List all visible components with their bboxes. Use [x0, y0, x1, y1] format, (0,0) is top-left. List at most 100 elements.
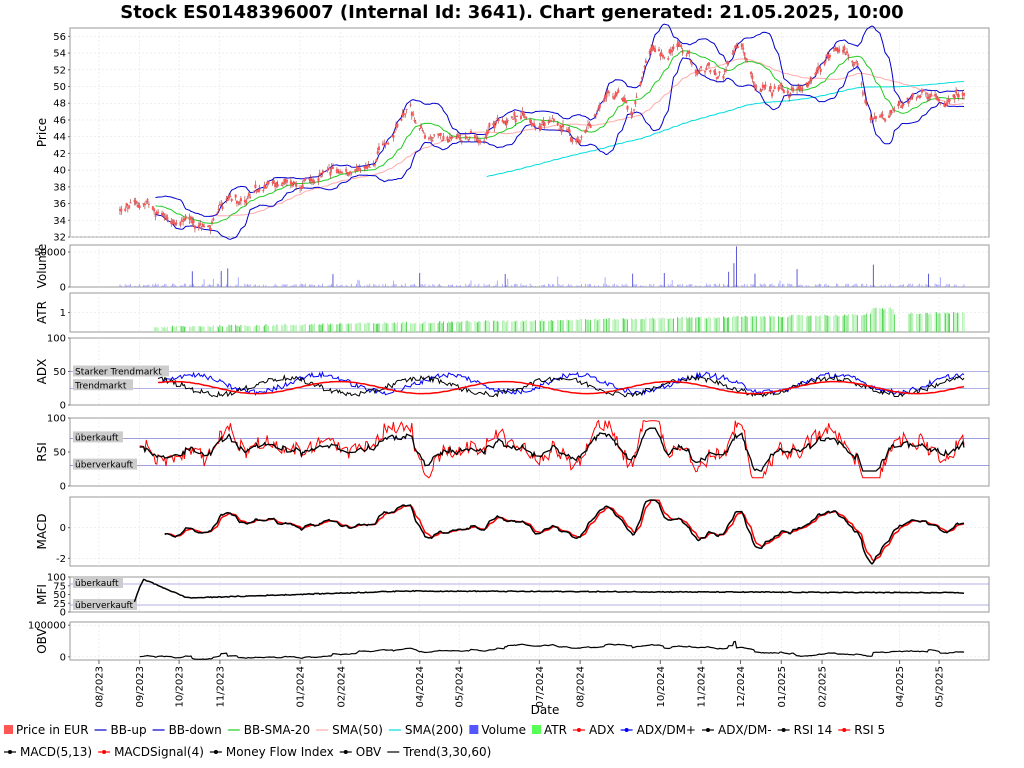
price-candle [400, 118, 403, 121]
price-candle [639, 82, 642, 86]
price-candle [493, 124, 496, 129]
price-candle [818, 66, 821, 68]
price-candle [659, 53, 662, 57]
price-candle [289, 180, 292, 185]
price-candle [926, 96, 929, 99]
x-tick-label: 09/2023 [135, 666, 146, 708]
price-candle [797, 87, 800, 89]
legend-label: OBV [356, 745, 382, 759]
price-candle [633, 109, 636, 111]
price-ytick-label: 36 [53, 199, 66, 210]
price-candle [339, 171, 342, 174]
price-ytick-label: 38 [53, 182, 66, 193]
price-candle [446, 136, 449, 140]
price-candle [522, 112, 525, 116]
price-candle [668, 49, 671, 53]
price-candle [815, 69, 818, 74]
price-candle [713, 70, 716, 73]
price-candle [930, 93, 933, 96]
price-candle [414, 122, 417, 124]
price-candle [872, 118, 875, 120]
price-candle [593, 115, 596, 117]
x-tick-label: 12/2024 [736, 666, 747, 708]
price-candle [542, 120, 545, 123]
x-tick-label: 01/2025 [777, 666, 788, 708]
price-candle [731, 53, 734, 55]
price-candle [451, 137, 454, 139]
price-candle [881, 114, 884, 117]
price-ytick-label: 48 [53, 99, 66, 110]
price-candle [589, 124, 592, 128]
price-candle [330, 166, 333, 170]
price-candle [901, 104, 904, 109]
price-candle [458, 136, 461, 139]
price-candle [512, 118, 515, 120]
price-candle [161, 212, 164, 216]
price-candle [172, 220, 175, 224]
x-tick-label: 10/2023 [175, 666, 186, 708]
price-candle [888, 115, 891, 118]
price-candle [345, 169, 348, 172]
price-candle [944, 102, 947, 105]
price-ytick-label: 44 [53, 132, 66, 143]
price-candle [456, 134, 459, 138]
price-candle [669, 49, 672, 53]
price-candle [679, 45, 682, 47]
price-candle [405, 108, 408, 110]
price-candle [753, 84, 756, 88]
price-candle [220, 203, 223, 205]
price-candle [644, 60, 647, 63]
rsi-ytick-label: 0 [60, 482, 66, 493]
price-candle [423, 135, 426, 139]
macd-ytick-label: -2 [56, 554, 66, 565]
price-candle [171, 222, 174, 224]
price-candle [126, 207, 129, 209]
price-candle [533, 123, 536, 127]
price-candle [897, 103, 900, 107]
price-candle [945, 102, 948, 106]
chart-panels: 32343638404244464850525456Price050000Vol… [28, 23, 990, 663]
price-candle [898, 100, 901, 104]
price-candle [788, 95, 791, 98]
price-candle [197, 225, 200, 228]
price-candle [807, 81, 810, 84]
price-candle [694, 69, 697, 73]
price-candle [613, 96, 616, 100]
price-candle [413, 120, 416, 122]
price-candle [364, 166, 367, 169]
price-candle [145, 200, 148, 202]
price-candle [124, 208, 127, 211]
price-candle [447, 139, 450, 142]
price-candle [798, 85, 801, 90]
rsi-zone-over-bg [73, 431, 123, 443]
price-candle [402, 113, 405, 115]
legend-item: ADX/DM- [701, 723, 772, 737]
volume-axis-label: Volume [35, 244, 49, 289]
price-candle [864, 99, 867, 104]
price-candle [842, 49, 845, 53]
price-candle [598, 104, 601, 108]
chart-title: Stock ES0148396007 (Internal Id: 3641). … [120, 2, 903, 23]
legend-swatch-dot [842, 728, 847, 732]
price-candle [874, 116, 877, 119]
rsi-14-line [139, 427, 965, 472]
legend-label: BB-up [111, 723, 147, 737]
rsi-ytick-label: 100 [47, 414, 66, 425]
price-candle [153, 208, 156, 212]
price-candle [671, 50, 674, 53]
volume-ytick-label: 50000 [34, 248, 66, 259]
price-candle [188, 216, 191, 220]
price-candle [162, 213, 165, 215]
price-candle [422, 132, 425, 134]
price-candle [182, 220, 185, 222]
price-candle [347, 172, 350, 176]
price-candle [870, 118, 873, 120]
price-candle [732, 50, 735, 54]
price-candle [133, 200, 136, 202]
price-candle [768, 90, 771, 92]
price-candle [460, 140, 463, 142]
price-candle [531, 123, 534, 126]
price-candle [180, 219, 183, 221]
price-candle [852, 64, 855, 66]
price-candle [438, 133, 441, 136]
